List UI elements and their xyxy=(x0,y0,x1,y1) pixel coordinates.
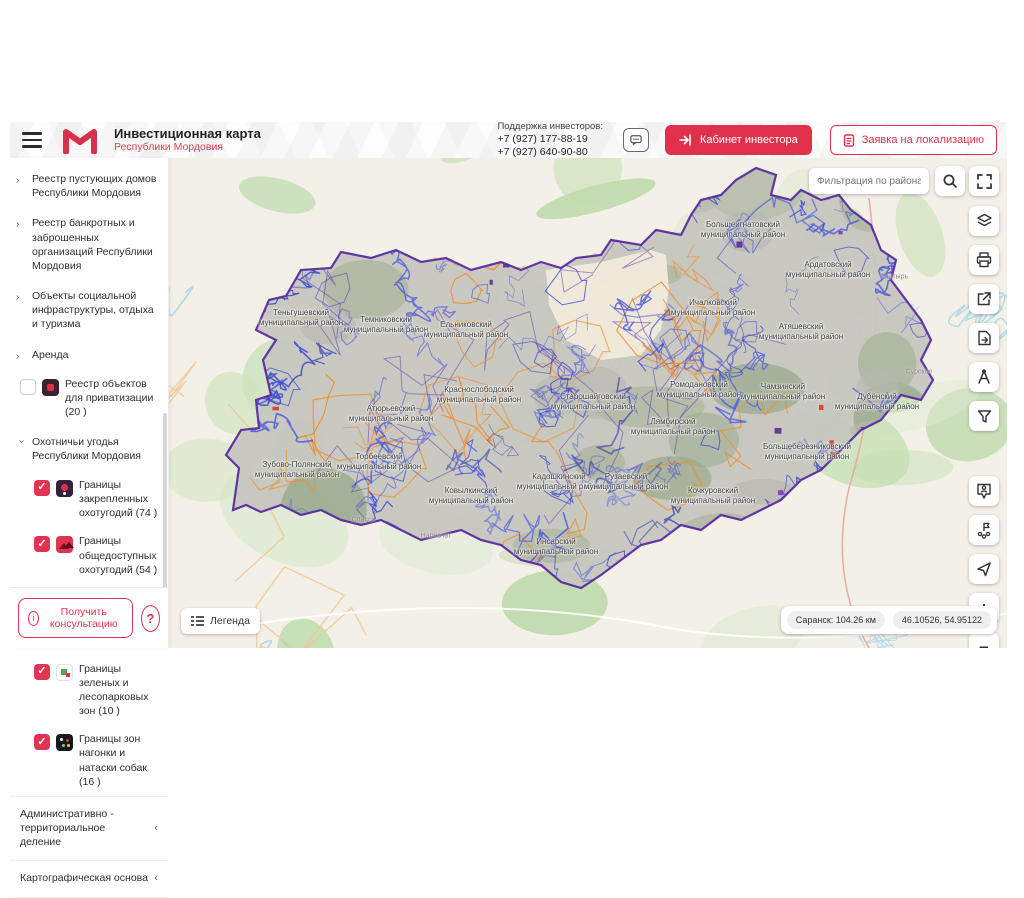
distance-badge: Саранск: 104.26 км xyxy=(786,611,885,629)
chevron-down-icon: › xyxy=(15,439,27,443)
legend-button[interactable]: Легенда xyxy=(181,608,260,634)
chevron-right-icon: › xyxy=(16,292,20,304)
coordinates-badge: 46.10526, 54.95122 xyxy=(892,611,991,629)
chevron-right-icon: › xyxy=(16,350,20,362)
app-subtitle: Республики Мордовия xyxy=(114,141,223,154)
checkbox-checked[interactable]: ✓ xyxy=(34,536,50,553)
filter-icon xyxy=(977,409,991,423)
support-phone-2[interactable]: +7 (927) 640-90-80 xyxy=(497,145,588,158)
street-view-icon xyxy=(977,483,991,499)
layer-green-zones[interactable]: ✓ Границы зеленых и лесопарковых зон (10… xyxy=(10,655,168,726)
fullscreen-icon xyxy=(976,173,992,189)
street-view-button[interactable] xyxy=(969,476,999,506)
open-external-button[interactable] xyxy=(969,284,999,314)
map-area[interactable]: Теньгушевский муниципальный район Темнико… xyxy=(169,158,1007,648)
privatization-icon xyxy=(42,379,59,397)
app-window: Инвестиционная карта Республики Мордовия… xyxy=(10,121,1007,898)
support-label: Поддержка инвесторов: xyxy=(497,120,603,132)
layers-sidebar: › Реестр пустующих домов Республики Морд… xyxy=(10,158,169,898)
section-admin-division[interactable]: Административно - территориальное делени… xyxy=(10,796,168,860)
route-flag-button[interactable] xyxy=(969,515,999,545)
fullscreen-button[interactable] xyxy=(969,166,999,196)
chevron-right-icon: › xyxy=(16,219,20,231)
district-filter-input[interactable] xyxy=(809,168,929,194)
legend-list-icon xyxy=(191,616,204,626)
measure-icon xyxy=(978,369,990,384)
hamburger-menu-button[interactable] xyxy=(22,132,42,148)
sidebar-item-social-infra[interactable]: › Объекты социальной инфраструктуры, отд… xyxy=(16,290,154,331)
print-icon xyxy=(976,252,992,268)
chat-icon[interactable] xyxy=(622,128,649,152)
checkbox-checked[interactable]: ✓ xyxy=(34,479,50,496)
public-hunting-grounds-icon xyxy=(56,536,74,554)
filter-button[interactable] xyxy=(969,401,999,431)
sidebar-item-rent[interactable]: › Аренда xyxy=(16,348,69,362)
layers-icon xyxy=(976,213,992,227)
green-zones-icon xyxy=(56,663,73,681)
localization-request-button[interactable]: Заявка на локализацию xyxy=(829,125,997,155)
sidebar-item-empty-houses[interactable]: › Реестр пустующих домов Республики Морд… xyxy=(16,173,157,200)
locate-icon xyxy=(977,562,991,577)
get-consultation-button[interactable]: i Получить консультацию xyxy=(18,598,133,638)
search-button[interactable] xyxy=(935,166,965,196)
login-arrow-icon xyxy=(679,134,691,146)
layer-public-hunting[interactable]: ✓ Границы общедоступных охотугодий (54 ) xyxy=(10,527,168,584)
dog-training-zones-icon xyxy=(56,734,73,752)
layer-fixed-hunting[interactable]: ✓ Границы закрепленных охотугодий (74 ) xyxy=(10,471,168,528)
app-title: Инвестиционная карта xyxy=(114,125,261,141)
support-block: Поддержка инвесторов: +7 (927) 177-88-19… xyxy=(497,121,603,159)
measure-button[interactable] xyxy=(969,362,999,392)
sidebar-scrollbar[interactable] xyxy=(163,413,167,588)
investor-cabinet-button[interactable]: Кабинет инвестора xyxy=(664,125,812,155)
route-flag-icon xyxy=(977,522,991,539)
checkbox-checked[interactable]: ✓ xyxy=(34,663,50,680)
help-chat-icon[interactable]: ? xyxy=(140,604,160,632)
open-external-icon xyxy=(977,292,991,306)
info-icon: i xyxy=(28,610,39,626)
app-header: Инвестиционная карта Республики Мордовия… xyxy=(10,121,1007,159)
export-file-button[interactable] xyxy=(969,323,999,353)
checkbox-checked[interactable]: ✓ xyxy=(34,734,50,751)
section-hunting-grounds[interactable]: › Охотничьи угодья Республики Мордовия xyxy=(15,435,141,462)
layers-button[interactable] xyxy=(969,206,999,236)
fixed-hunting-grounds-icon xyxy=(56,479,73,497)
section-cartographic-base[interactable]: Картографическая основа ‹ xyxy=(10,859,168,896)
search-icon xyxy=(943,174,957,188)
chevron-left-icon: ‹ xyxy=(154,871,158,884)
map-status-badges: Саранск: 104.26 км 46.10526, 54.95122 xyxy=(780,606,997,634)
map-canvas[interactable] xyxy=(169,158,1007,648)
chevron-right-icon: › xyxy=(16,175,20,186)
mordovia-logo xyxy=(62,126,98,154)
layer-privatization[interactable]: Реестр объектов для приватизации (20 ) xyxy=(10,370,168,427)
zoom-out-button[interactable]: − xyxy=(969,632,999,648)
document-icon xyxy=(843,133,854,147)
locate-button[interactable] xyxy=(969,554,999,584)
chevron-left-icon: ‹ xyxy=(154,821,158,834)
print-button[interactable] xyxy=(969,245,999,275)
zoom-out-icon: − xyxy=(979,637,989,649)
layer-dog-training[interactable]: ✓ Границы зон нагонки и натаски собак (1… xyxy=(10,725,168,796)
support-phone-1[interactable]: +7 (927) 177-88-19 xyxy=(497,132,588,145)
checkbox-unchecked[interactable] xyxy=(20,379,36,396)
sidebar-item-bankrupt-orgs[interactable]: › Реестр банкротных и заброшенных органи… xyxy=(16,217,153,272)
export-file-icon xyxy=(977,330,991,346)
